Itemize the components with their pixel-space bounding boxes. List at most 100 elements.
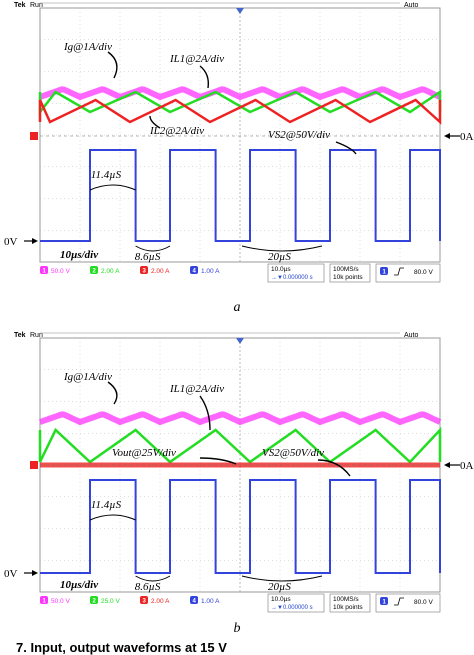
zero-voltage-arrowhead-icon [32, 238, 38, 244]
label-vs2: VS2@50V/div [262, 447, 324, 459]
zero-voltage-label: 0V [4, 568, 18, 580]
trace-vs2 [40, 479, 441, 574]
scope-status-bar: 1 50.0 V 2 25.0 V 3 2.00 A 4 1.00 A 10.0µs →▼0.00… [40, 593, 441, 613]
brace-period-icon [241, 575, 323, 582]
brace-on-time-icon [89, 514, 136, 521]
brace-off-time-icon [135, 575, 171, 582]
trigger-level: 80.0 V [414, 599, 433, 606]
trace-il1 [38, 426, 442, 464]
scope-run-status: Run [30, 2, 43, 9]
label-il1: IL1@2A/div [169, 383, 224, 395]
status-hdiv: 10.0µs [271, 266, 291, 273]
trigger-edge-icon [394, 267, 404, 276]
channel-badge-4 [190, 596, 198, 604]
brace-period-icon [241, 245, 323, 252]
panel-caption-a: a [233, 300, 241, 315]
scope-plot-a: Tek Run Auto 0V 0A Ig@1A/div IL1@2A/div IL2@2A/… [4, 2, 474, 283]
channel-badge-1 [40, 266, 48, 274]
trigger-channel-badge [380, 597, 388, 605]
label-vout: Vout@25V/div [112, 447, 176, 459]
trigger-channel-number: 1 [383, 270, 387, 276]
arrow-vs2-icon [335, 141, 357, 155]
annotation-off-time: 8.6µS [135, 251, 161, 263]
annotation-period: 20µS [268, 581, 291, 593]
channel-badge-3 [140, 266, 148, 274]
trigger-edge-icon [394, 597, 404, 606]
annotation-off-time: 8.6µS [135, 581, 161, 593]
channel-number-3: 3 [143, 599, 147, 605]
annotation-period: 20µS [268, 251, 291, 263]
arrow-il1-icon [199, 395, 211, 431]
arrow-vs2-icon [317, 459, 351, 477]
scope-panel-b: Tek Run Auto 0V 0A Ig@1A/div IL1@2A/div Vout@25… [0, 330, 474, 630]
channel-number-2: 2 [93, 269, 97, 275]
label-ig: Ig@1A/div [63, 41, 112, 53]
status-points: 10k points [333, 604, 363, 611]
channel-scale-2: 25.0 V [101, 598, 120, 605]
channel-number-4: 4 [193, 599, 197, 605]
channel-scale-4: 1.00 A [201, 598, 220, 605]
trace-il2 [38, 98, 442, 125]
brace-on-time-icon [89, 184, 136, 191]
label-vs2: VS2@50V/div [268, 129, 330, 141]
timebase-box [267, 593, 325, 613]
scope-trigger-mode: Auto [404, 332, 419, 339]
trigger-box [375, 263, 441, 283]
figure-footer-text: 7. Input, output waveforms at 15 V [16, 640, 227, 655]
acq-box [329, 263, 371, 283]
channel-scale-3: 2.00 A [151, 268, 170, 275]
channel-badge-2 [90, 266, 98, 274]
status-hdiv: 10.0µs [271, 596, 291, 603]
label-il2: IL2@2A/div [149, 125, 204, 137]
channel-scale-1: 50.0 V [51, 268, 70, 275]
channel-number-4: 4 [193, 269, 197, 275]
channel-scale-3: 2.00 A [151, 598, 170, 605]
trace-ig [39, 411, 442, 426]
status-delay: →▼0.000000 s [271, 605, 313, 611]
label-il1: IL1@2A/div [169, 53, 224, 65]
arrow-il1-icon [199, 65, 210, 89]
channel-number-2: 2 [93, 599, 97, 605]
zero-current-label: 0A [460, 131, 474, 143]
channel-badge-2 [90, 596, 98, 604]
trigger-channel-badge [380, 267, 388, 275]
trace-il1 [38, 89, 442, 116]
annotation-on-time: 11.4µS [91, 169, 122, 181]
channel-number-1: 1 [43, 269, 47, 275]
zero-current-label: 0A [460, 460, 474, 472]
channel-number-3: 3 [143, 269, 147, 275]
scope-panel-a: Tek Run Auto 0V 0A Ig@1A/div IL1@2A/div IL2@2A/… [0, 0, 474, 300]
label-ig: Ig@1A/div [63, 371, 112, 383]
status-delay: →▼0.000000 s [271, 275, 313, 281]
graticule [40, 8, 440, 262]
arrow-vout-icon [199, 457, 237, 465]
zero-current-arrowhead-icon [444, 462, 450, 468]
channel-badge-3 [140, 596, 148, 604]
scope-brand: Tek [14, 2, 26, 9]
panel-caption-b: b [233, 621, 241, 636]
annotation-on-time: 11.4µS [91, 499, 122, 511]
trace-vs2 [40, 149, 441, 242]
arrow-ig-icon [107, 381, 118, 405]
timebase-label: 10µs/div [60, 249, 98, 261]
trigger-position-marker-icon [236, 338, 244, 344]
acq-box [329, 593, 371, 613]
trigger-box [375, 593, 441, 613]
channel-scale-4: 1.00 A [201, 268, 220, 275]
channel-badge-1 [40, 596, 48, 604]
scope-trigger-mode: Auto [404, 2, 419, 9]
status-rate: 100MS/s [333, 266, 359, 273]
channel-marker-3 [30, 132, 38, 140]
zero-current-arrowhead-icon [444, 133, 450, 139]
trigger-level: 80.0 V [414, 269, 433, 276]
status-rate: 100MS/s [333, 596, 359, 603]
status-points: 10k points [333, 274, 363, 281]
channel-marker-3 [30, 461, 38, 469]
scope-run-status: Run [30, 332, 43, 339]
zero-voltage-arrowhead-icon [32, 570, 38, 576]
scope-brand: Tek [14, 332, 26, 339]
channel-scale-1: 50.0 V [51, 598, 70, 605]
scope-plot-b: Tek Run Auto 0V 0A Ig@1A/div IL1@2A/div Vout@25… [4, 332, 474, 613]
brace-off-time-icon [135, 245, 171, 252]
channel-badge-4 [190, 266, 198, 274]
